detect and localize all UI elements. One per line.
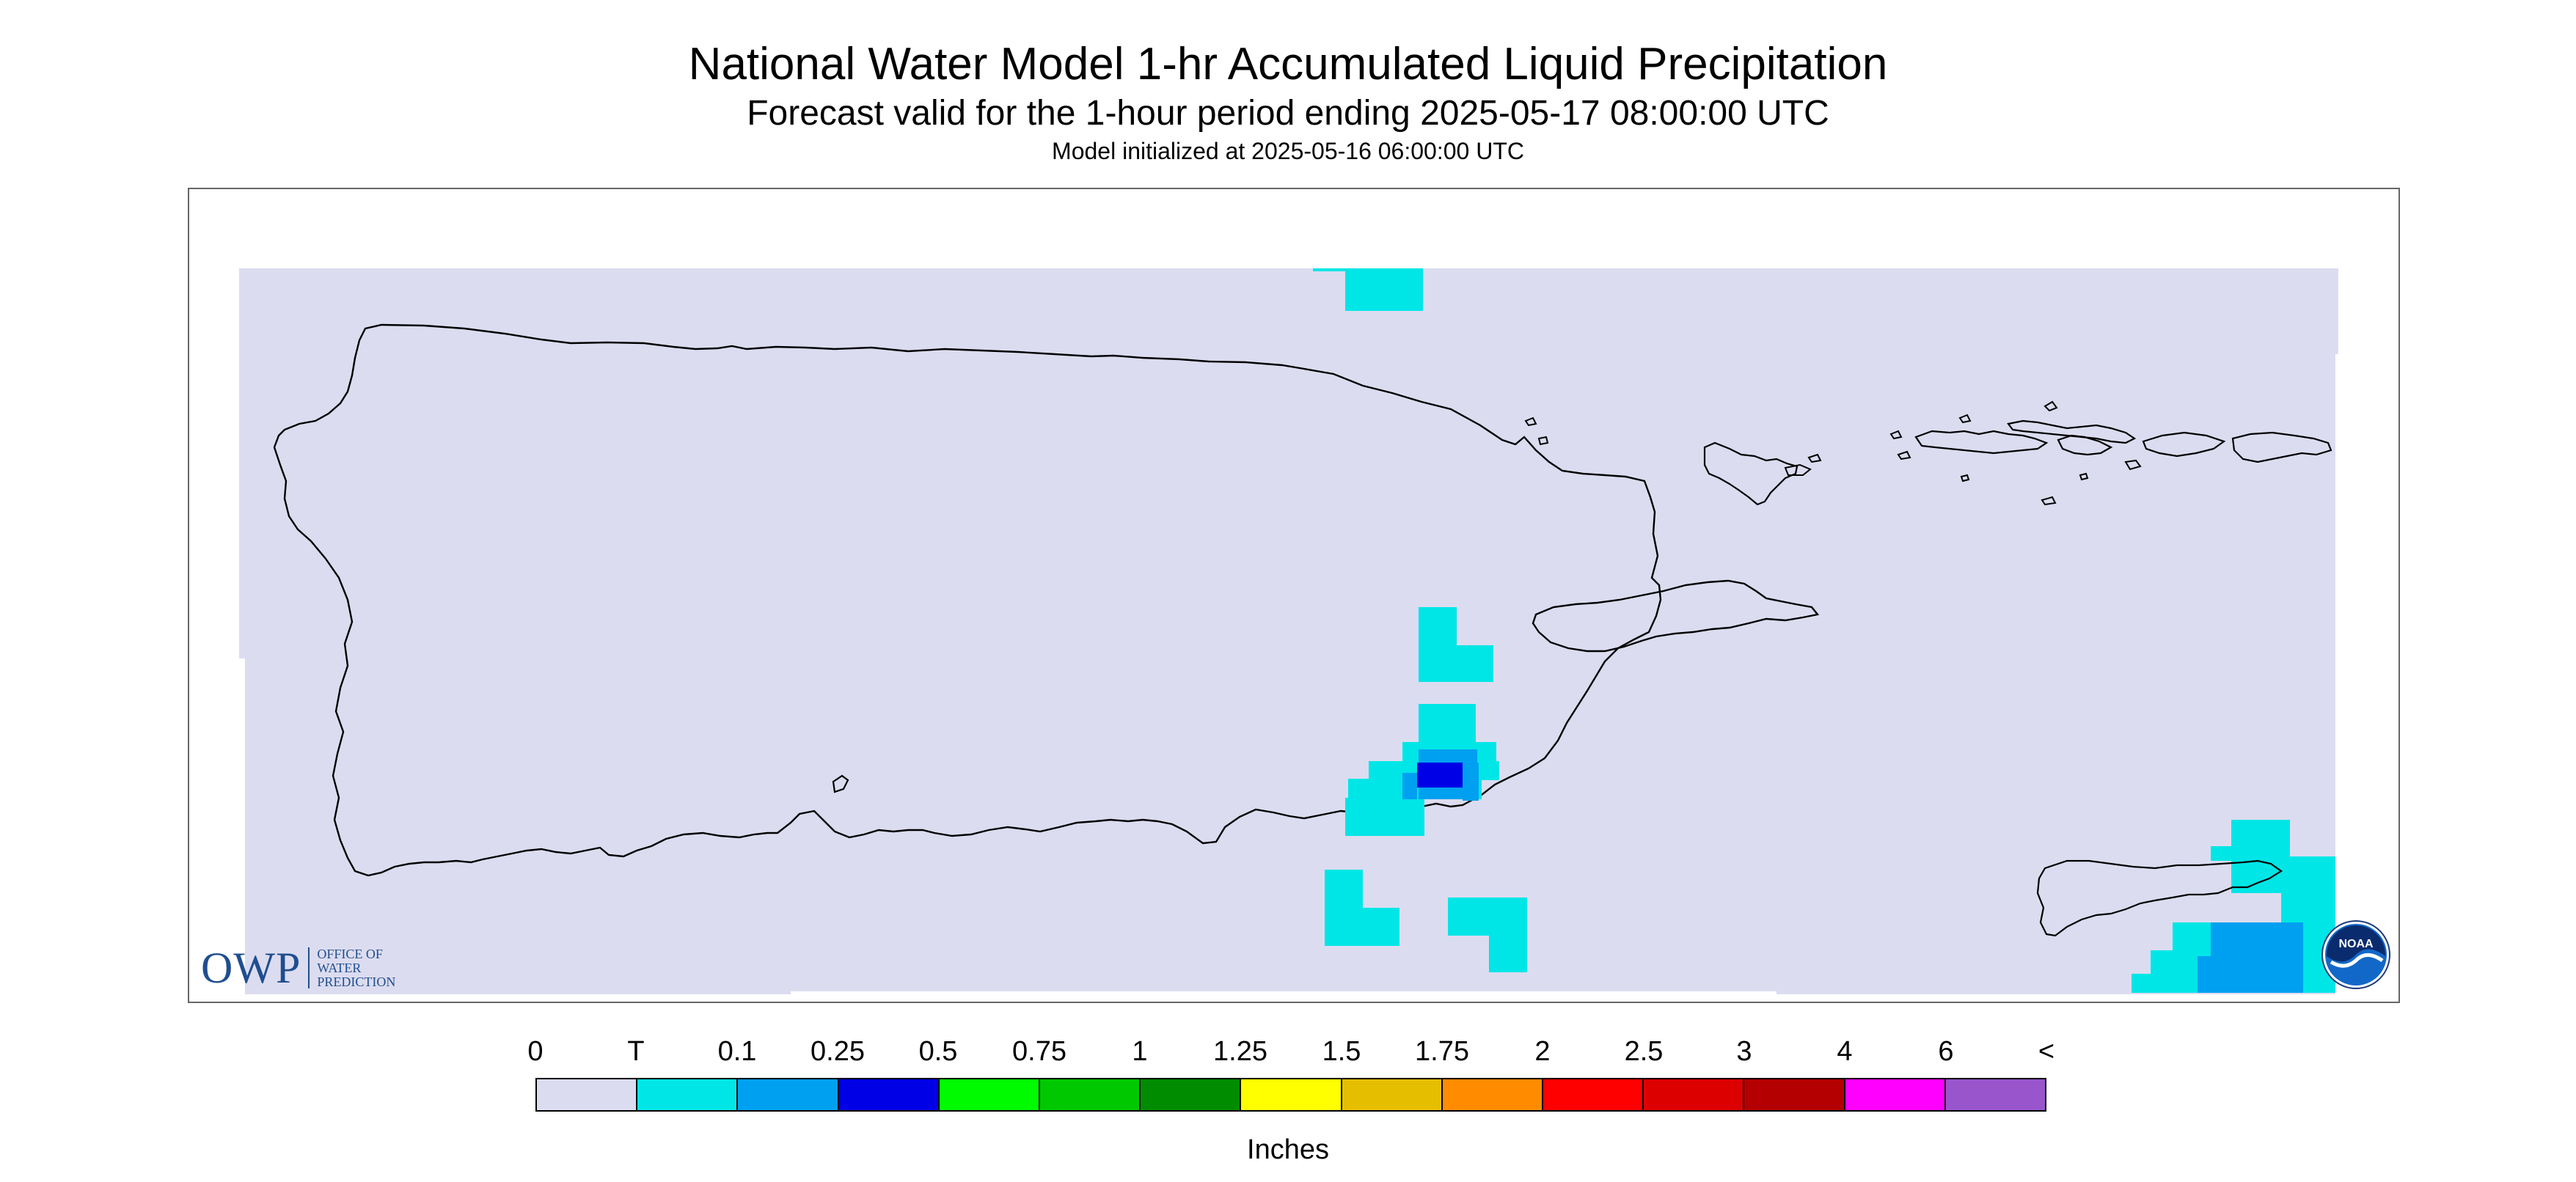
- owp-logo-line: OFFICE OF: [317, 946, 383, 961]
- legend-tick: 2: [1534, 1036, 1551, 1067]
- legend-tick: <: [2038, 1036, 2055, 1067]
- colorbar-swatch: [1442, 1079, 1544, 1110]
- domain-background: [239, 268, 2338, 994]
- owp-logo-text: OFFICE OF WATER PREDICTION: [317, 947, 395, 989]
- colorbar-swatch: [738, 1079, 839, 1110]
- legend-tick: 0.5: [918, 1036, 958, 1067]
- colorbar-swatch: [1543, 1079, 1644, 1110]
- colorbar-swatch: [1744, 1079, 1845, 1110]
- legend-tick: 1: [1132, 1036, 1148, 1067]
- puerto-rico-outline: [273, 323, 1662, 877]
- legend-tick: 3: [1736, 1036, 1752, 1067]
- vieques-outline: [1532, 579, 1820, 653]
- map-subtitle: Forecast valid for the 1-hour period end…: [747, 94, 1829, 133]
- noaa-logo: NOAA: [2321, 920, 2390, 989]
- owp-logo-line: PREDICTION: [317, 974, 396, 989]
- colorbar-swatch: [637, 1079, 739, 1110]
- st-thomas-outline: [1914, 430, 2049, 455]
- precip-0.1-area: [1402, 749, 2303, 993]
- legend-tick: 4: [1837, 1036, 1853, 1067]
- legend-tick: 2.5: [1624, 1036, 1664, 1067]
- small-cay-outline: [1889, 430, 1903, 440]
- legend-tick: 0.1: [717, 1036, 757, 1067]
- island-outline: [2142, 431, 2226, 458]
- colorbar-swatch: [1845, 1079, 1946, 1110]
- legend-tick: 1.25: [1213, 1036, 1267, 1067]
- small-cay-outline: [2043, 400, 2058, 412]
- owp-logo-line: WATER: [317, 960, 362, 975]
- map-frame: [188, 188, 2400, 1003]
- map-title: National Water Model 1-hr Accumulated Li…: [688, 39, 1888, 89]
- legend-tick: 6: [1938, 1036, 1954, 1067]
- owp-logo: OWP OFFICE OF WATER PREDICTION: [201, 946, 395, 990]
- small-cay-outline: [2041, 496, 2057, 506]
- small-cay-outline: [1537, 436, 1549, 446]
- small-cay-outline: [2079, 472, 2089, 481]
- colorbar-swatch: [537, 1079, 638, 1110]
- legend-tick: 1.75: [1415, 1036, 1469, 1067]
- model-init-time: Model initialized at 2025-05-16 06:00:00…: [1052, 138, 1524, 164]
- noaa-logo-text: NOAA: [2338, 938, 2374, 950]
- legend-units: Inches: [1247, 1134, 1329, 1165]
- small-cay-outline: [1958, 414, 1972, 424]
- colorbar-swatch: [1040, 1079, 1141, 1110]
- precip-map: [239, 268, 2338, 994]
- owp-logo-mark: OWP: [201, 944, 301, 992]
- small-cay-outline: [1807, 453, 1822, 463]
- virgin-gorda-outline: [2231, 431, 2332, 463]
- small-cay-outline: [1960, 474, 1970, 482]
- colorbar-swatch: [838, 1079, 940, 1110]
- colorbar-swatch: [939, 1079, 1041, 1110]
- colorbar-swatch: [1945, 1079, 2046, 1110]
- legend-tick: T: [627, 1036, 645, 1067]
- tortola-outline: [2007, 419, 2137, 444]
- colorbar-swatch: [1141, 1079, 1242, 1110]
- st-croix-outline: [2036, 859, 2283, 937]
- legend-tick: 0.25: [811, 1036, 865, 1067]
- small-cay-outline: [1524, 416, 1537, 427]
- precip-0.25-area: [1417, 763, 1463, 788]
- legend-tick: 1.5: [1322, 1036, 1361, 1067]
- colorbar-swatch: [1644, 1079, 1745, 1110]
- small-cay-outline: [2124, 459, 2142, 471]
- legend-tick: 0: [527, 1036, 544, 1067]
- precip-colorbar: [535, 1078, 2046, 1112]
- caja-de-muertos-outline: [832, 774, 849, 793]
- owp-logo-divider: [308, 947, 310, 988]
- colorbar-swatch: [1241, 1079, 1342, 1110]
- legend-tick: 0.75: [1012, 1036, 1066, 1067]
- small-cay-outline: [1897, 450, 1911, 460]
- colorbar-swatch: [1342, 1079, 1443, 1110]
- culebra-outline: [1703, 441, 1799, 506]
- small-cay-outline: [1784, 463, 1812, 476]
